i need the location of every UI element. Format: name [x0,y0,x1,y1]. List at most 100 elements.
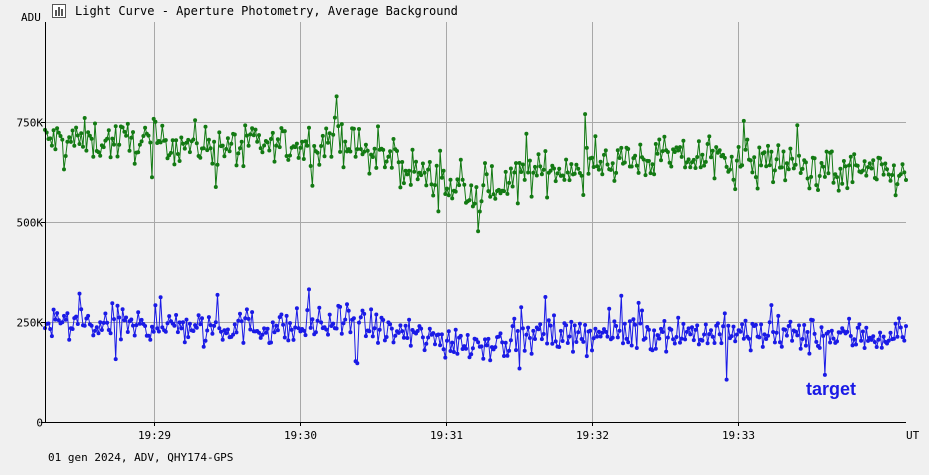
series-1-point [800,337,805,341]
series-1-point [143,324,148,328]
series-0-point [629,164,634,169]
series-0-point [136,150,141,155]
series-0-point [419,173,424,178]
series-1-point [502,354,506,358]
series-1-point [464,346,468,351]
series-1-point [225,327,230,332]
series-0-point [236,151,241,156]
series-1-point [93,328,97,333]
series-1-point [163,329,168,334]
series-1-point [553,339,558,344]
series-0-point [603,148,608,153]
series-0-point [251,133,256,138]
series-1-point [762,332,767,337]
series-1-point [113,357,118,362]
series-0-point [700,152,705,157]
series-1-point [531,328,536,333]
series-1-point [201,344,206,349]
series-0-point [762,150,767,155]
series-1-point [812,331,817,336]
series-0-point [674,145,679,150]
series-1-point [627,319,632,324]
series-0-point [65,139,70,144]
series-1-point [465,333,470,337]
series-1-point [158,295,163,300]
series-1-point [548,323,553,328]
series-1-point [703,322,708,327]
series-1-point [807,351,812,356]
series-1-point [759,322,764,327]
series-0-point [384,159,389,164]
x-axis-label: UT [906,429,920,442]
series-1-point [652,328,657,333]
series-0-point [678,145,682,150]
series-0-point [284,154,289,158]
series-1-point [829,328,834,333]
series-0-point [710,148,715,153]
series-0-point [539,172,544,177]
series-1-point [709,328,713,333]
series-0-point [372,146,377,151]
series-1-point [351,316,356,321]
series-1-point [194,325,199,330]
series-0-point [552,166,556,171]
series-0-point [265,140,270,145]
series-1-point [238,311,242,316]
series-1-point [852,337,857,342]
series-0-point [68,139,73,144]
series-1-point [774,330,779,335]
series-1-point [638,321,643,326]
series-0-point [403,168,408,173]
series-1-point [684,329,689,334]
series-0-point [838,166,843,171]
series-0-point [105,136,110,141]
series-1-point [793,329,798,334]
series-1-point [303,333,308,338]
series-1-point [835,339,839,344]
series-1-point [315,318,320,323]
series-layer [43,94,908,382]
series-1-point [700,338,705,343]
series-0-point [224,147,229,151]
series-1-point [710,334,715,339]
series-0-point [405,172,410,177]
series-0-point [355,147,360,152]
axes [45,22,906,423]
series-0-point [531,170,536,175]
series-0-point [400,160,405,164]
series-1-point [136,310,141,315]
series-1-point [263,330,268,335]
series-1-point [557,345,562,349]
series-0-point [131,130,135,135]
series-0-point [650,162,655,167]
series-0-point [807,186,812,191]
series-1-point [869,337,874,342]
series-0-point [679,154,684,159]
series-1-point [539,337,544,342]
series-0-point [766,143,770,148]
series-0-point [869,166,874,171]
series-0-point [696,139,701,144]
series-1-point [286,338,291,343]
series-0-point [410,147,415,152]
series-0-point [803,160,808,165]
series-1-point [374,312,379,317]
series-0-point [598,159,603,164]
series-0-point [275,137,280,142]
series-1-point [690,325,694,330]
series-1-point [683,337,688,342]
series-1-point [819,325,824,330]
series-0-point [158,140,163,145]
series-0-point [48,136,53,141]
series-1-point [212,323,217,328]
series-0-point [227,149,232,154]
series-1-point [150,324,154,329]
series-1-point [615,335,620,340]
series-0-point [507,180,512,185]
series-0-point [741,118,746,123]
series-1-point [621,341,625,346]
series-1-point [500,340,505,345]
series-0-point [890,173,895,177]
series-0-point [234,163,239,168]
series-0-point [757,145,762,150]
